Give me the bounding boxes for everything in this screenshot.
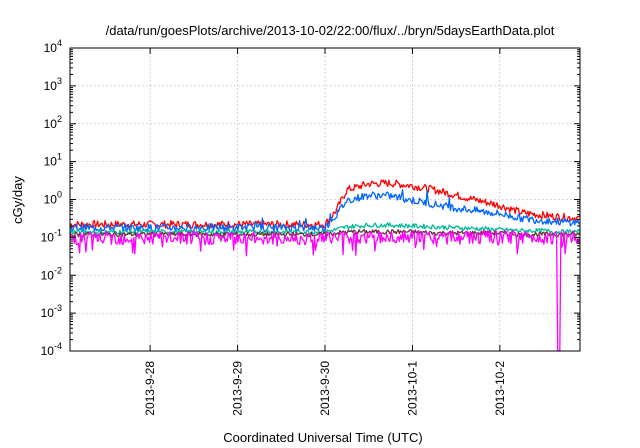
series-line — [69, 229, 581, 352]
series-line — [69, 229, 581, 238]
x-axis-label: Coordinated Universal Time (UTC) — [223, 430, 422, 445]
x-tick-label: 2013-9-28 — [143, 361, 157, 416]
x-tick-label: 2013-9-30 — [318, 361, 332, 416]
y-tick-label: 100 — [44, 190, 62, 207]
series-group — [69, 179, 581, 352]
x-tick-label: 2013-10-1 — [405, 361, 419, 416]
y-tick-label: 10-1 — [41, 227, 62, 244]
y-axis-label: cGy/day — [10, 176, 25, 224]
chart-title: /data/run/goesPlots/archive/2013-10-02/2… — [106, 23, 555, 38]
y-tick-label: 101 — [44, 152, 62, 169]
y-tick-label: 10-2 — [41, 265, 62, 282]
grid-lines — [70, 48, 580, 351]
x-tick-label: 2013-9-29 — [231, 361, 245, 416]
y-axis: 10-4 10-3 10-2 10-1 100 101 102 103 104 — [41, 38, 580, 358]
y-tick-label: 10-4 — [41, 341, 62, 358]
x-axis: 2013-9-28 2013-9-29 2013-9-30 2013-10-1 2013… — [143, 48, 507, 416]
y-tick-label: 103 — [44, 76, 62, 93]
y-tick-label: 102 — [44, 114, 62, 131]
x-tick-label: 2013-10-2 — [493, 361, 507, 416]
y-tick-label: 10-3 — [41, 303, 62, 320]
y-tick-label: 104 — [44, 38, 62, 55]
